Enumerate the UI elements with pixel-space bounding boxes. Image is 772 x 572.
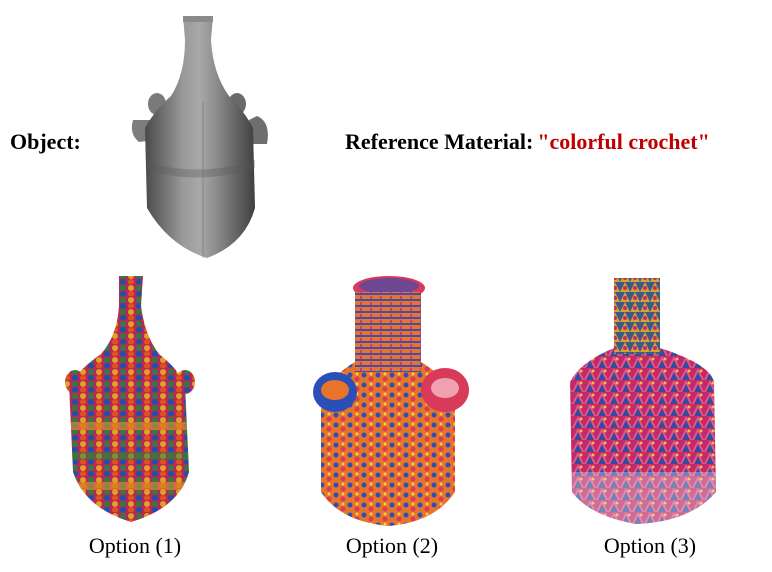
option-1-figure (55, 272, 205, 530)
option-2-caption: Option (2) (345, 533, 439, 558)
reference-label-text: Reference Material: (345, 129, 534, 154)
option-1-caption: Option (1) (88, 533, 182, 558)
reference-material-text: "colorful crochet" (537, 129, 710, 154)
option-3-figure (560, 272, 730, 530)
option-3-caption: Option (3) (603, 533, 697, 558)
reference-material-label: Reference Material: "colorful crochet" (345, 129, 710, 155)
object-figure (125, 12, 285, 262)
option-2-figure (305, 272, 475, 530)
object-label: Object: (10, 129, 81, 154)
